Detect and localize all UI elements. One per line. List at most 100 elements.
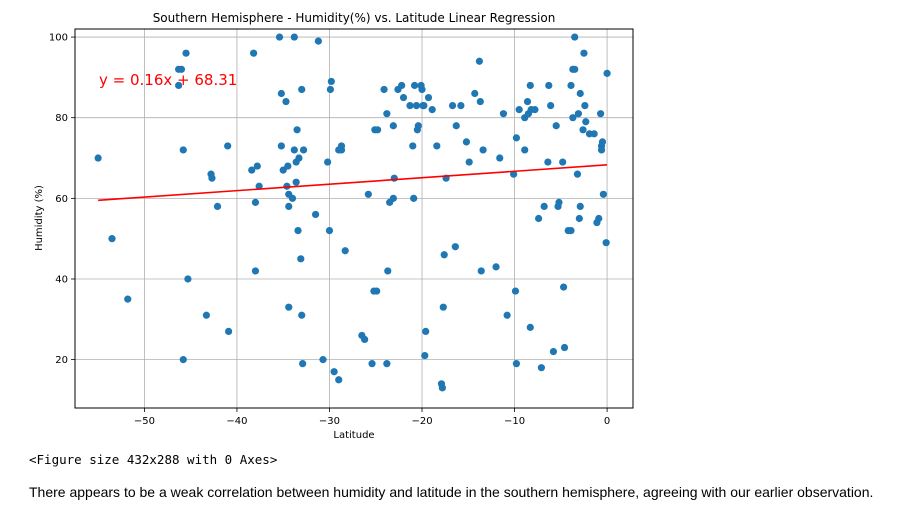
analysis-description: There appears to be a weak correlation b… bbox=[29, 484, 874, 500]
data-point bbox=[208, 174, 216, 182]
y-tick-label: 20 bbox=[55, 355, 68, 366]
data-point bbox=[277, 142, 285, 150]
data-point bbox=[285, 202, 293, 211]
data-point bbox=[526, 81, 534, 90]
data-point bbox=[549, 347, 558, 356]
data-point bbox=[598, 138, 607, 146]
data-point bbox=[526, 323, 534, 331]
data-point bbox=[515, 106, 523, 114]
data-point bbox=[603, 69, 611, 77]
data-point bbox=[535, 214, 543, 223]
x-tick-label: −30 bbox=[319, 416, 340, 427]
data-point bbox=[124, 295, 132, 303]
data-point bbox=[249, 49, 258, 57]
y-tick-label: 40 bbox=[55, 274, 68, 285]
data-point bbox=[368, 360, 376, 368]
data-point bbox=[330, 368, 338, 376]
data-point bbox=[213, 202, 222, 211]
plot-frame bbox=[74, 28, 634, 409]
data-point bbox=[511, 287, 520, 295]
data-point bbox=[576, 89, 584, 98]
data-point bbox=[569, 114, 577, 122]
data-point bbox=[294, 226, 302, 235]
data-point bbox=[383, 110, 391, 118]
data-point bbox=[253, 162, 261, 170]
data-point bbox=[380, 85, 388, 94]
data-point bbox=[547, 102, 555, 110]
x-axis-label: Latitude bbox=[333, 430, 374, 441]
data-point bbox=[361, 335, 369, 344]
data-point bbox=[285, 303, 293, 311]
data-point bbox=[293, 126, 301, 134]
data-point bbox=[284, 162, 292, 170]
data-point bbox=[389, 194, 397, 202]
data-point bbox=[421, 351, 429, 360]
regression-equation: y = 0.16x + 68.31 bbox=[99, 71, 237, 89]
data-point bbox=[225, 327, 233, 335]
data-point bbox=[590, 130, 598, 138]
data-point bbox=[571, 33, 579, 41]
chart-figure: Southern Hemisphere - Humidity(%) vs. La… bbox=[34, 11, 634, 441]
data-point bbox=[571, 65, 579, 73]
data-point bbox=[409, 142, 417, 150]
data-point bbox=[290, 146, 298, 154]
y-axis-label: Humidity (%) bbox=[34, 185, 45, 251]
data-point bbox=[251, 198, 260, 206]
data-point bbox=[327, 77, 335, 86]
data-point bbox=[414, 122, 422, 130]
data-point bbox=[544, 158, 552, 166]
data-point bbox=[471, 89, 479, 98]
data-point bbox=[582, 118, 590, 126]
data-point bbox=[512, 134, 521, 142]
data-point bbox=[295, 154, 303, 162]
data-point bbox=[462, 138, 471, 146]
data-point bbox=[335, 376, 343, 384]
x-tick-label: −20 bbox=[411, 416, 432, 427]
scatter-chart: Southern Hemisphere - Humidity(%) vs. La… bbox=[34, 11, 634, 441]
data-point bbox=[314, 37, 322, 45]
regression-line-group bbox=[98, 164, 608, 202]
data-point bbox=[410, 194, 418, 202]
data-point bbox=[248, 166, 256, 174]
data-point bbox=[457, 102, 465, 110]
data-point bbox=[476, 97, 484, 106]
data-point bbox=[567, 226, 575, 235]
data-point bbox=[537, 364, 545, 372]
data-point bbox=[224, 142, 232, 150]
data-point bbox=[422, 327, 430, 335]
data-point bbox=[559, 158, 567, 166]
data-point bbox=[574, 110, 583, 118]
data-point bbox=[420, 102, 428, 110]
data-point bbox=[311, 210, 320, 219]
data-point bbox=[540, 202, 548, 211]
data-point bbox=[290, 33, 298, 41]
data-point bbox=[567, 81, 575, 90]
data-point bbox=[555, 198, 563, 206]
data-point bbox=[337, 142, 346, 150]
data-point bbox=[599, 190, 607, 198]
data-point bbox=[277, 89, 285, 98]
data-point bbox=[428, 106, 436, 114]
data-point bbox=[521, 146, 529, 154]
data-point bbox=[479, 146, 487, 154]
data-point bbox=[418, 85, 426, 94]
data-point bbox=[175, 81, 183, 90]
y-tick-label: 80 bbox=[55, 113, 68, 124]
y-axis-ticks: 20 40 60 80 100 bbox=[49, 33, 75, 366]
x-tick-label: 0 bbox=[604, 416, 610, 427]
data-point bbox=[325, 226, 334, 235]
data-point bbox=[545, 81, 553, 90]
data-point bbox=[579, 126, 587, 134]
data-point bbox=[184, 275, 192, 283]
data-point bbox=[275, 33, 284, 41]
data-point bbox=[559, 283, 568, 291]
data-point bbox=[510, 170, 518, 178]
data-point bbox=[390, 174, 398, 182]
data-point bbox=[298, 85, 306, 94]
data-point bbox=[364, 190, 372, 198]
data-point bbox=[373, 126, 382, 134]
data-point bbox=[465, 158, 473, 166]
regression-line bbox=[98, 164, 608, 202]
data-point bbox=[573, 170, 582, 178]
data-point bbox=[433, 142, 441, 150]
